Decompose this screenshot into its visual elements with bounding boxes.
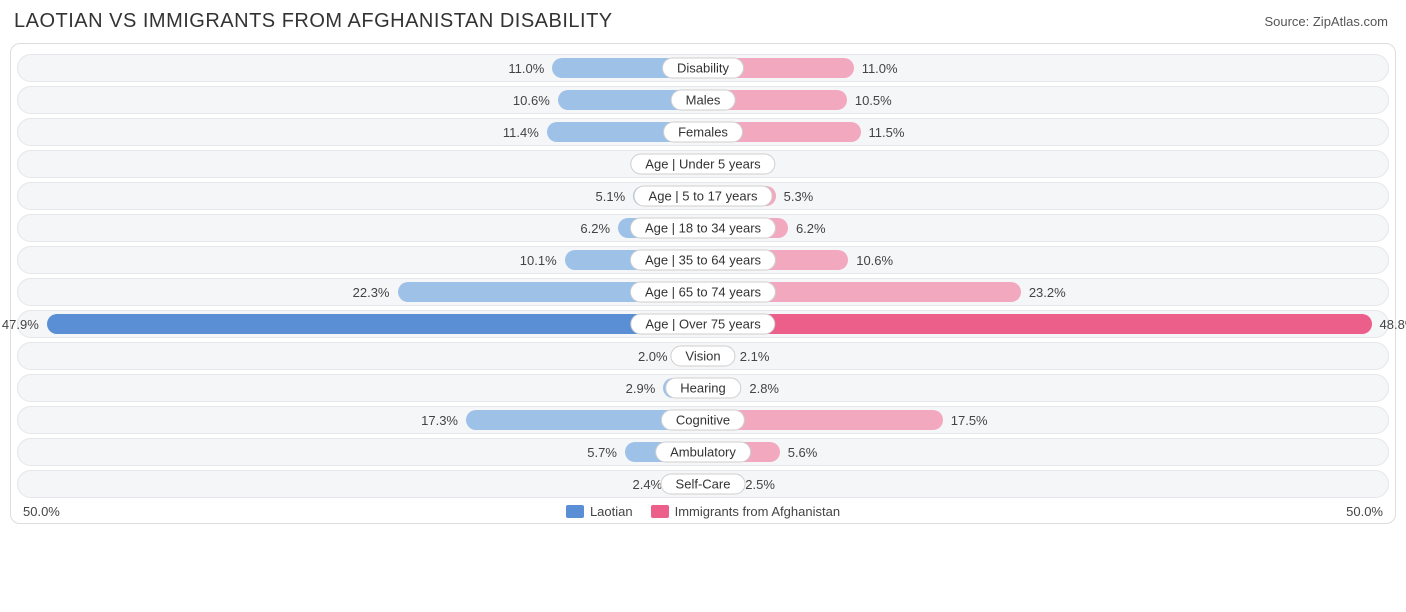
chart-area: 11.0% 11.0% Disability 10.6% 10.5% Males 11.4%… (10, 43, 1396, 524)
value-label-left: 10.1% (520, 247, 557, 273)
chart-row: 2.9% 2.8% Hearing (17, 374, 1389, 402)
category-pill: Age | Over 75 years (630, 314, 775, 335)
axis-label-left: 50.0% (23, 504, 60, 519)
axis-label-right: 50.0% (1346, 504, 1383, 519)
chart-row: 2.4% 2.5%Self-Care (17, 470, 1389, 498)
value-label-right: 17.5% (951, 407, 988, 433)
value-label-right: 48.8% (1380, 311, 1406, 337)
category-pill: Self-Care (661, 474, 746, 495)
value-label-right: 11.0% (862, 55, 898, 81)
category-pill: Cognitive (661, 410, 745, 431)
value-label-left: 11.4% (503, 119, 539, 145)
category-pill: Vision (670, 346, 735, 367)
value-label-left: 2.4% (632, 471, 662, 497)
value-label-left: 2.9% (626, 375, 656, 401)
value-label-left: 11.0% (508, 55, 544, 81)
category-pill: Age | Under 5 years (630, 154, 775, 175)
chart-row: 10.6% 10.5% Males (17, 86, 1389, 114)
value-label-right: 2.8% (749, 375, 779, 401)
value-label-right: 10.6% (856, 247, 893, 273)
category-pill: Disability (662, 58, 744, 79)
value-label-right: 2.5% (745, 471, 775, 497)
legend-item-right: Immigrants from Afghanistan (651, 504, 840, 519)
chart-row: 2.0% 2.1%Vision (17, 342, 1389, 370)
legend-swatch-left (566, 505, 584, 518)
chart-row: 11.0% 11.0% Disability (17, 54, 1389, 82)
value-label-left: 2.0% (638, 343, 668, 369)
value-label-right: 23.2% (1029, 279, 1066, 305)
bar-right (703, 314, 1372, 334)
value-label-right: 6.2% (796, 215, 826, 241)
value-label-right: 5.3% (784, 183, 814, 209)
value-label-left: 10.6% (513, 87, 550, 113)
chart-row: 1.2%0.91%Age | Under 5 years (17, 150, 1389, 178)
value-label-left: 5.7% (587, 439, 617, 465)
chart-header: LAOTIAN VS IMMIGRANTS FROM AFGHANISTAN D… (0, 0, 1406, 39)
category-pill: Ambulatory (655, 442, 751, 463)
value-label-right: 5.6% (788, 439, 818, 465)
category-pill: Age | 65 to 74 years (630, 282, 776, 303)
category-pill: Hearing (665, 378, 741, 399)
chart-row: 17.3% 17.5% Cognitive (17, 406, 1389, 434)
legend-label-right: Immigrants from Afghanistan (675, 504, 840, 519)
chart-rows: 11.0% 11.0% Disability 10.6% 10.5% Males 11.4%… (17, 54, 1389, 498)
value-label-left: 5.1% (596, 183, 626, 209)
value-label-right: 2.1% (740, 343, 770, 369)
category-pill: Age | 5 to 17 years (634, 186, 773, 207)
chart-title: LAOTIAN VS IMMIGRANTS FROM AFGHANISTAN D… (14, 10, 613, 33)
chart-row: 5.7% 5.6% Ambulatory (17, 438, 1389, 466)
category-pill: Age | 18 to 34 years (630, 218, 776, 239)
chart-container: LAOTIAN VS IMMIGRANTS FROM AFGHANISTAN D… (0, 0, 1406, 524)
chart-row: 6.2% 6.2% Age | 18 to 34 years (17, 214, 1389, 242)
value-label-right: 11.5% (869, 119, 905, 145)
legend-swatch-right (651, 505, 669, 518)
value-label-right: 10.5% (855, 87, 892, 113)
value-label-left: 22.3% (353, 279, 390, 305)
chart-row: 10.1% 10.6% Age | 35 to 64 years (17, 246, 1389, 274)
chart-legend: Laotian Immigrants from Afghanistan (60, 504, 1346, 519)
category-pill: Age | 35 to 64 years (630, 250, 776, 271)
chart-source: Source: ZipAtlas.com (1264, 14, 1388, 29)
legend-label-left: Laotian (590, 504, 633, 519)
value-label-left: 47.9% (2, 311, 39, 337)
chart-row: 47.9%48.8%Age | Over 75 years (17, 310, 1389, 338)
chart-footer: 50.0% Laotian Immigrants from Afghanista… (17, 502, 1389, 519)
category-pill: Females (663, 122, 743, 143)
chart-row: 22.3% 23.2% Age | 65 to 74 years (17, 278, 1389, 306)
chart-row: 11.4% 11.5% Females (17, 118, 1389, 146)
value-label-left: 6.2% (580, 215, 610, 241)
value-label-left: 17.3% (421, 407, 458, 433)
legend-item-left: Laotian (566, 504, 633, 519)
bar-left (47, 314, 703, 334)
category-pill: Males (671, 90, 736, 111)
chart-row: 5.1% 5.3% Age | 5 to 17 years (17, 182, 1389, 210)
